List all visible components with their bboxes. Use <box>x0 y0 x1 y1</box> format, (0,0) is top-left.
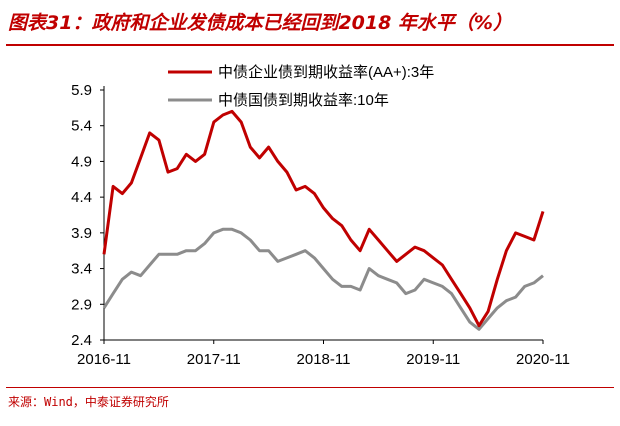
series-line <box>102 227 544 331</box>
series-line <box>102 109 545 328</box>
x-tick-label: 2020-11 <box>516 351 570 368</box>
x-tick-label: 2017-11 <box>187 351 241 368</box>
source-divider <box>6 387 614 388</box>
source-note: 来源：Wind，中泰证券研究所 <box>8 395 169 409</box>
y-tick-label: 4.9 <box>71 153 92 170</box>
y-tick-label: 5.4 <box>71 118 92 135</box>
chart-title: 图表31：政府和企业发债成本已经回到2018 年水平（%） <box>8 12 512 34</box>
title-divider <box>6 44 614 46</box>
y-tick-label: 3.9 <box>71 225 92 242</box>
x-tick-label: 2016-11 <box>77 351 131 368</box>
axes: 5.9 5.4 4.9 4.4 3.9 3.4 2.9 2.4 2016-11 2017-11 20… <box>71 82 570 368</box>
series-layer <box>102 109 545 331</box>
legend-label: 中债国债到期收益率:10年 <box>218 92 389 109</box>
y-tick-label: 2.4 <box>71 332 92 349</box>
x-tick-label: 2019-11 <box>406 351 460 368</box>
y-tick-label: 5.9 <box>71 82 92 99</box>
y-tick-label: 3.4 <box>71 261 92 278</box>
y-tick-label: 2.9 <box>71 296 92 313</box>
y-tick-label: 4.4 <box>71 189 92 206</box>
x-tick-label: 2018-11 <box>297 351 351 368</box>
legend-label: 中债企业债到期收益率(AA+):3年 <box>218 63 434 81</box>
